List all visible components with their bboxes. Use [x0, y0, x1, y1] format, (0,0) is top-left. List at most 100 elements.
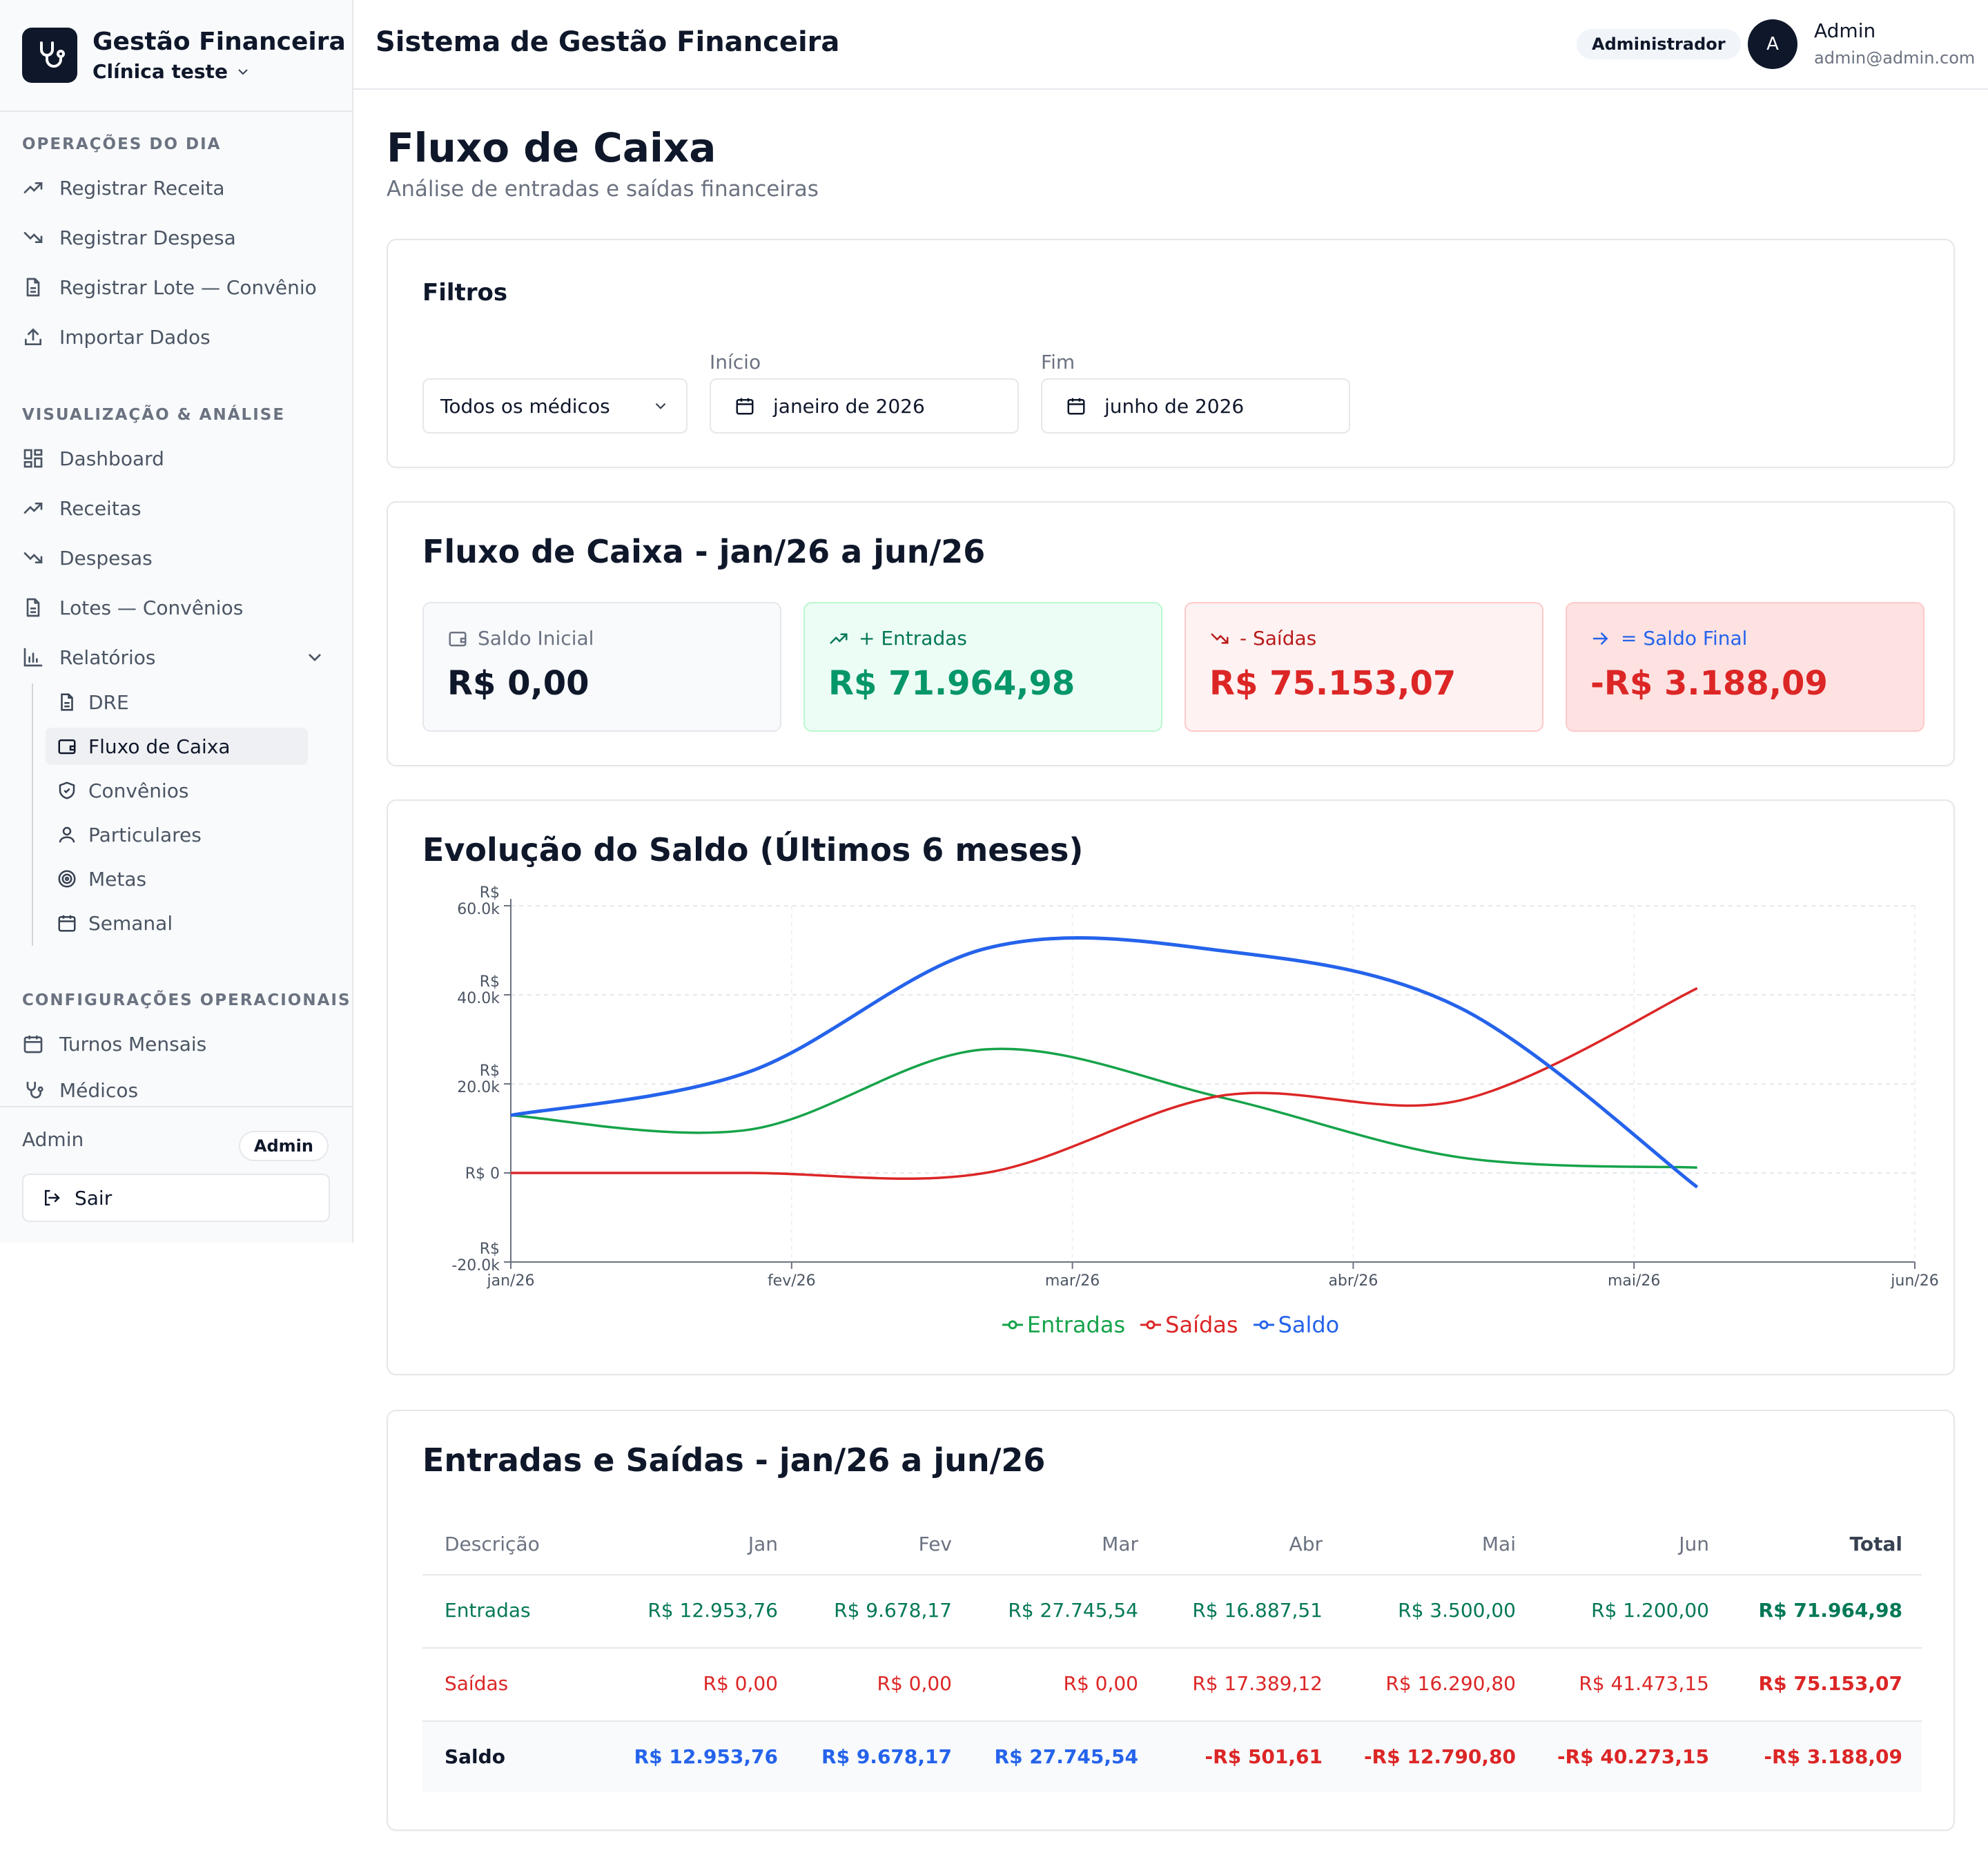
table-cell: R$ 16.887,51: [1192, 1599, 1323, 1622]
sidebar-item-medicos[interactable]: Médicos: [22, 1074, 138, 1106]
sidebar-subitem-label: Fluxo de Caixa: [88, 735, 231, 758]
sidebar-subitem-label: Semanal: [88, 911, 173, 935]
sidebar-item-relatorios[interactable]: Relatórios: [22, 638, 326, 677]
sidebar-header: Gestão Financeira Clínica teste: [0, 0, 352, 112]
clinic-selector[interactable]: Clínica teste: [92, 60, 346, 83]
legend-label: Saldo: [1278, 1312, 1340, 1338]
stat-label: + Entradas: [859, 627, 967, 650]
section-title-visualizacao: VISUALIZAÇÃO & ANÁLISE: [22, 406, 286, 424]
stat-label: Saldo Inicial: [478, 627, 594, 650]
footer-user-name: Admin: [22, 1128, 84, 1151]
sidebar-item-registrar-lote[interactable]: Registrar Lote — Convênio: [22, 268, 317, 307]
legend-item-saidas[interactable]: Saídas: [1140, 1312, 1238, 1338]
stat-saldo-final: = Saldo Final -R$ 3.188,09: [1566, 602, 1924, 732]
section-title-operacoes: OPERAÇÕES DO DIA: [22, 135, 222, 153]
chart-title: Evolução do Saldo (Últimos 6 meses): [422, 831, 1084, 868]
table-header-cell: Jun: [1679, 1533, 1709, 1555]
table-cell: R$ 16.290,80: [1385, 1672, 1516, 1695]
user-name: Admin: [1814, 19, 1876, 42]
sidebar-subitem-metas[interactable]: Metas: [46, 860, 308, 897]
target-icon: [58, 870, 76, 888]
sidebar-subitem-convenios[interactable]: Convênios: [46, 772, 308, 809]
clinic-name: Clínica teste: [92, 60, 228, 83]
summary-card: Fluxo de Caixa - jan/26 a jun/26 Saldo I…: [387, 501, 1955, 766]
table-header-cell: Fev: [918, 1533, 952, 1555]
x-tick-label: jun/26: [1890, 1272, 1938, 1290]
sidebar-subitem-fluxo-de-caixa[interactable]: Fluxo de Caixa: [46, 728, 308, 765]
stat-value: R$ 0,00: [447, 664, 589, 703]
table-header-cell: Jan: [748, 1533, 778, 1555]
trending-down-icon: [23, 552, 43, 563]
sidebar-item-despesas[interactable]: Despesas: [22, 538, 153, 577]
submenu-tree-line: [32, 683, 33, 946]
table-header-cell: Abr: [1289, 1533, 1323, 1555]
sidebar-item-lotes-convenios[interactable]: Lotes — Convênios: [22, 588, 243, 627]
end-date-picker[interactable]: junho de 2026: [1041, 378, 1350, 434]
table-total-cell: R$ 75.153,07: [1758, 1672, 1902, 1695]
page-subtitle: Análise de entradas e saídas financeiras: [387, 177, 819, 202]
table-row-label: Entradas: [445, 1599, 531, 1622]
series-line-saidas: [510, 987, 1698, 1181]
y-tick-label: 40.0k: [457, 990, 500, 1007]
arrow-right-icon: [1592, 632, 1608, 645]
sidebar-item-registrar-despesa[interactable]: Registrar Despesa: [22, 218, 236, 257]
top-bar: Sistema de Gestão Financeira Administrad…: [353, 0, 1988, 90]
logout-button[interactable]: Sair: [22, 1174, 330, 1222]
sidebar-subitem-label: Convênios: [88, 779, 189, 802]
end-date-label: Fim: [1041, 351, 1075, 373]
table-header-cell: Descrição: [445, 1533, 540, 1555]
table-row: Saídas R$ 0,00 R$ 0,00 R$ 0,00 R$ 17.389,12 R…: [422, 1647, 1922, 1719]
sidebar-subitem-label: DRE: [88, 690, 129, 714]
sidebar-item-label: Importar Dados: [59, 325, 211, 349]
sidebar-item-importar-dados[interactable]: Importar Dados: [22, 318, 211, 356]
log-out-icon: [45, 1190, 60, 1206]
sidebar-subitem-particulares[interactable]: Particulares: [46, 816, 308, 853]
sidebar-item-turnos-mensais[interactable]: Turnos Mensais: [22, 1025, 206, 1063]
stat-entradas: + Entradas R$ 71.964,98: [803, 602, 1162, 732]
sidebar-item-receitas[interactable]: Receitas: [22, 489, 142, 527]
legend-label: Saídas: [1165, 1312, 1238, 1338]
table-cell: -R$ 12.790,80: [1363, 1745, 1516, 1768]
table-row-label: Saídas: [445, 1672, 509, 1695]
table-cell: R$ 12.953,76: [634, 1745, 778, 1768]
sidebar-subitem-label: Particulares: [88, 823, 202, 846]
wallet-icon: [58, 739, 76, 755]
app-title: Sistema de Gestão Financeira: [376, 26, 840, 58]
sidebar-item-label: Turnos Mensais: [59, 1032, 207, 1056]
calendar-icon: [736, 398, 754, 415]
series-line-entradas: [510, 1047, 1697, 1169]
doctor-select[interactable]: Todos os médicos: [422, 378, 688, 434]
table-row-label: Saldo: [445, 1745, 505, 1768]
x-tick-label: mai/26: [1608, 1272, 1660, 1290]
trending-down-icon: [23, 232, 43, 243]
start-date-picker[interactable]: janeiro de 2026: [710, 378, 1019, 434]
table-total-cell: -R$ 3.188,09: [1764, 1745, 1902, 1768]
stat-label: = Saldo Final: [1621, 627, 1748, 650]
table-cell: R$ 9.678,17: [821, 1745, 952, 1768]
legend-item-entradas[interactable]: Entradas: [1002, 1312, 1125, 1338]
x-tick-label: fev/26: [768, 1272, 816, 1290]
legend-item-saldo[interactable]: Saldo: [1253, 1312, 1340, 1338]
sidebar-item-label: Registrar Despesa: [59, 226, 236, 249]
avatar[interactable]: A: [1748, 19, 1797, 69]
sidebar-subitem-semanal[interactable]: Semanal: [46, 904, 308, 942]
y-tick-label: -20.0k: [451, 1257, 500, 1274]
stat-value: -R$ 3.188,09: [1590, 664, 1828, 703]
sidebar-item-label: Registrar Lote — Convênio: [59, 275, 317, 299]
table-row: Saldo R$ 12.953,76 R$ 9.678,17 R$ 27.745,54…: [422, 1720, 1922, 1792]
sidebar-footer: Admin Admin Sair: [0, 1106, 352, 1243]
wallet-icon: [449, 631, 467, 646]
end-date-value: junho de 2026: [1104, 394, 1245, 418]
sidebar-subitem-dre[interactable]: DRE: [46, 683, 308, 721]
legend-label: Entradas: [1026, 1312, 1126, 1338]
table-header-cell: Mar: [1102, 1533, 1138, 1555]
sidebar-item-dashboard[interactable]: Dashboard: [22, 439, 164, 478]
table-cell: R$ 41.473,15: [1579, 1672, 1709, 1695]
trending-up-icon: [830, 633, 848, 643]
summary-title: Fluxo de Caixa - jan/26 a jun/26: [422, 533, 986, 570]
sidebar-subitem-label: Metas: [88, 867, 147, 891]
chevron-down-icon: [309, 654, 321, 661]
trending-up-icon: [23, 503, 43, 514]
y-tick-label: 20.0k: [457, 1079, 500, 1096]
sidebar-item-registrar-receita[interactable]: Registrar Receita: [22, 168, 225, 207]
